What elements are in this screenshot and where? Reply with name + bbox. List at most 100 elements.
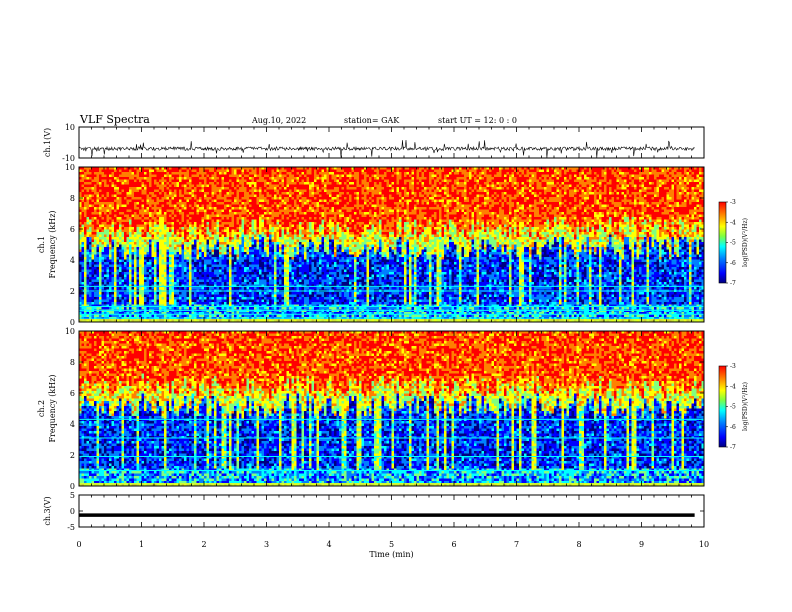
spectrogram-cell (144, 197, 147, 200)
spectrogram-cell (209, 294, 212, 298)
spectrogram-cell (86, 174, 90, 178)
spectrogram-cell (81, 187, 85, 190)
spectrogram-cell (104, 172, 107, 175)
spectrogram-cell (254, 189, 257, 193)
spectrogram-cell (91, 202, 95, 205)
spectrogram-cell (229, 242, 232, 245)
spectrogram-cell (154, 222, 157, 225)
spectrogram-cell (81, 224, 85, 228)
spectrogram-cell (191, 279, 195, 283)
spectrogram-cell (239, 279, 242, 283)
spectrogram-cell (149, 307, 152, 310)
spectrogram-cell (269, 264, 272, 268)
spectrogram-cell (234, 227, 237, 230)
spectrogram-cell (214, 199, 217, 203)
spectrogram-cell (109, 212, 112, 215)
spectrogram-cell (246, 169, 250, 173)
spectrogram-cell (139, 202, 142, 205)
spectrogram-cell (264, 219, 267, 223)
spectrogram-cell (264, 259, 267, 263)
spectrogram-cell (116, 264, 120, 268)
spectrogram-cell (121, 222, 125, 225)
spectrogram-cell (124, 274, 127, 278)
spectrogram-cell (139, 274, 142, 278)
spectrogram-cell (114, 194, 117, 198)
spectrogram-cell (254, 299, 257, 303)
spectrogram-cell (234, 254, 237, 258)
spectrogram-cell (224, 292, 227, 295)
spectrogram-cell (91, 257, 95, 260)
spectrogram-cell (91, 309, 95, 313)
spectrogram-cell (144, 167, 147, 170)
spectrogram-cell (251, 182, 255, 185)
spectrogram-cell (101, 182, 105, 185)
spectrogram-cell (131, 202, 135, 205)
spectrogram-cell (186, 242, 190, 245)
spectrogram-cell (246, 282, 250, 285)
spectrogram-cell (209, 314, 212, 318)
spectrogram-cell (161, 204, 165, 208)
spectrogram-cell (81, 197, 85, 200)
spectrogram-cell (94, 309, 97, 313)
spectrogram-cell (116, 267, 120, 270)
spectrogram-cell (166, 277, 170, 280)
spectrogram-cell (224, 234, 227, 238)
spectrogram-cell (201, 202, 205, 205)
spectrogram-cell (111, 169, 115, 173)
spectrogram-cell (96, 204, 100, 208)
spectrogram-cell (181, 167, 185, 170)
spectrogram-cell (121, 232, 125, 235)
spectrogram-cell (251, 177, 255, 180)
spectrogram-cell (84, 222, 87, 225)
spectrogram-cell (129, 169, 132, 173)
spectrogram-cell (254, 244, 257, 248)
spectrogram-cell (246, 224, 250, 228)
spectrogram-cell (269, 299, 272, 303)
spectrogram-cell (266, 182, 270, 185)
spectrogram-cell (194, 257, 197, 260)
spectrogram-cell (214, 237, 217, 240)
spectrogram-cell (116, 309, 120, 313)
spectrogram-cell (256, 214, 260, 218)
spectrogram-cell (196, 274, 200, 278)
spectrogram-cell (274, 184, 277, 188)
spectrogram-cell (79, 249, 82, 253)
spectrogram-cell (116, 207, 120, 210)
spectrogram-cell (126, 217, 130, 220)
spectrogram-cell (266, 212, 270, 215)
spectrogram-cell (221, 174, 225, 178)
spectrogram-cell (229, 219, 232, 223)
spectrogram-cell (159, 304, 162, 308)
spectrogram-cell (201, 244, 205, 248)
spectrogram-cell (274, 182, 277, 185)
spectrogram-cell (141, 222, 145, 225)
spectrogram-cell (94, 254, 97, 258)
spectrogram-cell (101, 274, 105, 278)
spectrogram-cell (254, 227, 257, 230)
spectrogram-cell (251, 204, 255, 208)
spectrogram-cell (96, 264, 100, 268)
spectrogram-cell (251, 264, 255, 268)
spectrogram-cell (244, 197, 247, 200)
spectrogram-cell (176, 299, 180, 303)
spectrogram-cell (176, 257, 180, 260)
spectrogram-cell (134, 199, 137, 203)
spectrogram-cell (139, 197, 142, 200)
spectrogram-cell (256, 254, 260, 258)
spectrogram-cell (106, 202, 110, 205)
spectrogram-cell (274, 192, 277, 195)
spectrogram-cell (201, 197, 205, 200)
spectrogram-cell (236, 212, 240, 215)
spectrogram-cell (189, 197, 192, 200)
spectrogram-cell (171, 207, 175, 210)
spectrogram-cell (129, 307, 132, 310)
spectrogram-cell (194, 252, 197, 255)
spectrogram-cell (106, 194, 110, 198)
spectrogram-cell (91, 187, 95, 190)
spectrogram-cell (174, 172, 177, 175)
spectrogram-cell (271, 269, 275, 273)
spectrogram-cell (89, 202, 92, 205)
spectrogram-cell (239, 209, 242, 213)
spectrogram-cell (204, 219, 207, 223)
spectrogram-cell (136, 172, 140, 175)
